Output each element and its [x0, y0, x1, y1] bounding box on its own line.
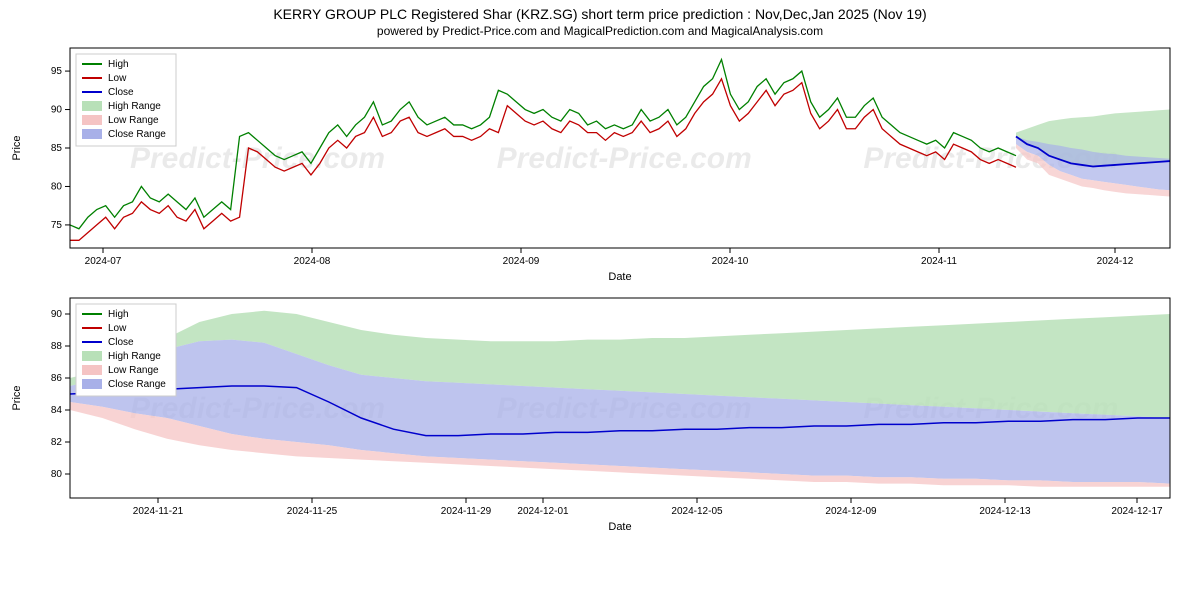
- legend-swatch: [82, 129, 102, 139]
- legend-label: Close: [108, 337, 134, 348]
- xtick-label: 2024-12: [1097, 256, 1134, 267]
- legend-label: Low: [108, 73, 127, 84]
- ytick-label: 90: [51, 105, 63, 116]
- xtick-label: 2024-12-05: [671, 506, 723, 517]
- ytick-label: 88: [51, 341, 63, 352]
- x-axis-label: Date: [608, 521, 631, 533]
- legend-label: Close: [108, 87, 134, 98]
- ytick-label: 86: [51, 373, 63, 384]
- xtick-label: 2024-12-13: [979, 506, 1031, 517]
- ytick-label: 80: [51, 469, 63, 480]
- bottom-chart: Predict-Price.comPredict-Price.comPredic…: [0, 288, 1200, 548]
- xtick-label: 2024-07: [85, 256, 122, 267]
- chart-subtitle: powered by Predict-Price.com and Magical…: [0, 22, 1200, 38]
- xtick-label: 2024-11-29: [441, 506, 492, 517]
- chart-title: KERRY GROUP PLC Registered Shar (KRZ.SG)…: [0, 0, 1200, 22]
- legend-swatch: [82, 115, 102, 125]
- xtick-label: 2024-11: [921, 256, 957, 267]
- xtick-label: 2024-12-09: [825, 506, 877, 517]
- legend-swatch: [82, 101, 102, 111]
- legend-label: High Range: [108, 351, 161, 362]
- ytick-label: 84: [51, 405, 63, 416]
- legend-label: High Range: [108, 101, 161, 112]
- ytick-label: 80: [51, 181, 63, 192]
- legend-label: Close Range: [108, 129, 166, 140]
- ytick-label: 82: [51, 437, 63, 448]
- legend-label: High: [108, 309, 129, 320]
- ytick-label: 85: [51, 143, 63, 154]
- legend-swatch: [82, 351, 102, 361]
- x-axis-label: Date: [608, 271, 631, 283]
- xtick-label: 2024-12-01: [517, 506, 569, 517]
- ytick-label: 95: [51, 66, 63, 77]
- xtick-label: 2024-08: [294, 256, 331, 267]
- legend-label: Low Range: [108, 365, 159, 376]
- legend-swatch: [82, 379, 102, 389]
- top-chart: Predict-Price.comPredict-Price.comPredic…: [0, 38, 1200, 288]
- chart-container: KERRY GROUP PLC Registered Shar (KRZ.SG)…: [0, 0, 1200, 600]
- legend-label: High: [108, 59, 129, 70]
- legend-label: Close Range: [108, 379, 166, 390]
- legend-label: Low Range: [108, 115, 159, 126]
- y-axis-label: Price: [11, 135, 23, 160]
- legend-label: Low: [108, 323, 127, 334]
- ytick-label: 75: [51, 220, 63, 231]
- y-axis-label: Price: [11, 385, 23, 410]
- xtick-label: 2024-10: [712, 256, 749, 267]
- legend-swatch: [82, 365, 102, 375]
- xtick-label: 2024-11-25: [287, 506, 338, 517]
- xtick-label: 2024-09: [503, 256, 540, 267]
- ytick-label: 90: [51, 309, 63, 320]
- xtick-label: 2024-12-17: [1111, 506, 1163, 517]
- watermark: Predict-Price.com: [497, 142, 752, 175]
- xtick-label: 2024-11-21: [133, 506, 184, 517]
